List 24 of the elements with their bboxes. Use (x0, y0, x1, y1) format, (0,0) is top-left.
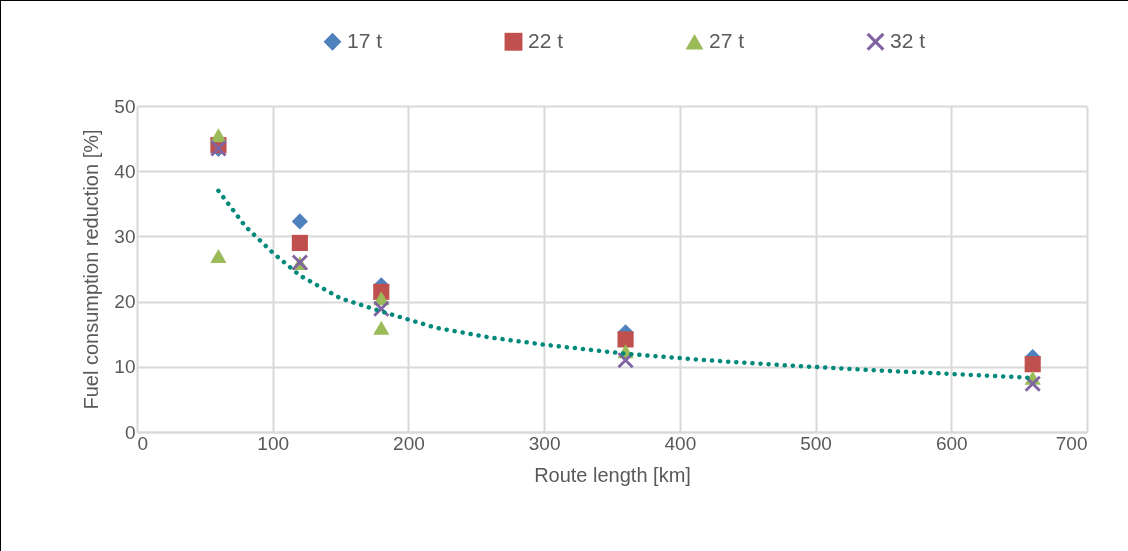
x-tick-label: 700 (1055, 432, 1088, 454)
point (373, 320, 390, 335)
point (210, 248, 227, 263)
y-tick-label: 50 (114, 95, 136, 117)
x-tick-label: 100 (257, 432, 290, 454)
legend-label: 27 t (709, 28, 745, 52)
y-tick-label: 40 (114, 160, 136, 182)
y-tick-label: 20 (114, 291, 136, 313)
x-axis-title: Route length [km] (534, 463, 691, 486)
y-tick-label: 30 (114, 225, 136, 247)
point (617, 331, 634, 348)
x-tick-label: 200 (393, 432, 425, 454)
x-tick-label: 600 (935, 432, 968, 454)
y-tick-label: 10 (114, 356, 136, 378)
legend-label: 17 t (347, 28, 383, 52)
x-tick-label: 500 (800, 432, 832, 454)
x-tick-label: 400 (664, 432, 697, 454)
point (1024, 356, 1041, 373)
legend-label: 32 t (890, 28, 926, 52)
x-tick-label: 300 (528, 432, 561, 454)
point (291, 213, 308, 230)
y-axis-title: Fuel consumption reduction [%] (80, 129, 103, 410)
point (291, 234, 308, 251)
legend-label: 22 t (528, 28, 564, 52)
